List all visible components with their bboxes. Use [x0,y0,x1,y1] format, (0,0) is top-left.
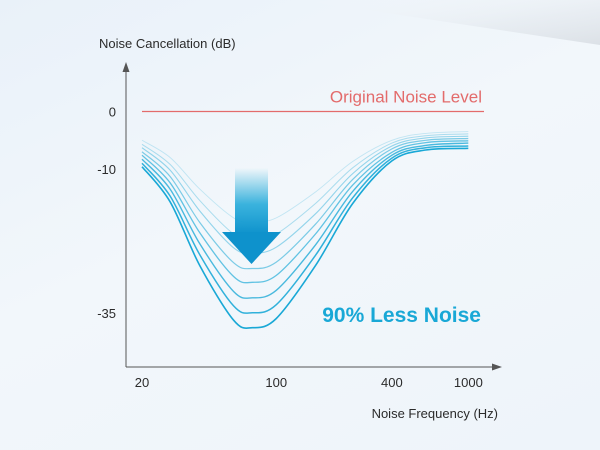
axes [122,62,502,371]
noise-curve-line [141,135,469,254]
x-tick-label: 100 [265,375,287,390]
noise-curve-line [141,145,469,314]
x-tick-label: 1000 [454,375,483,390]
y-tick-labels: 0 -10 -35 [97,105,116,321]
y-axis-title: Noise Cancellation (dB) [99,36,236,51]
x-axis-arrowhead [492,363,502,371]
y-tick-label: -35 [97,306,116,321]
x-tick-label: 20 [135,375,149,390]
noise-curve-line [141,137,469,270]
x-tick-labels: 20 100 400 1000 [135,375,483,390]
down-arrow-icon [222,168,281,264]
noise-curve-line [141,147,469,330]
less-noise-callout: 90% Less Noise [322,304,481,327]
y-axis-arrowhead [122,62,130,72]
corner-shade [300,0,600,45]
y-tick-label: -10 [97,162,116,177]
noise-curve-line [141,140,469,284]
y-tick-label: 0 [109,105,116,120]
x-tick-label: 400 [381,375,403,390]
noise-curves [141,131,469,330]
noise-curve-line [141,131,469,223]
x-axis-title: Noise Frequency (Hz) [372,406,498,421]
noise-curve-line [141,142,469,299]
original-noise-level-label: Original Noise Level [330,88,482,107]
